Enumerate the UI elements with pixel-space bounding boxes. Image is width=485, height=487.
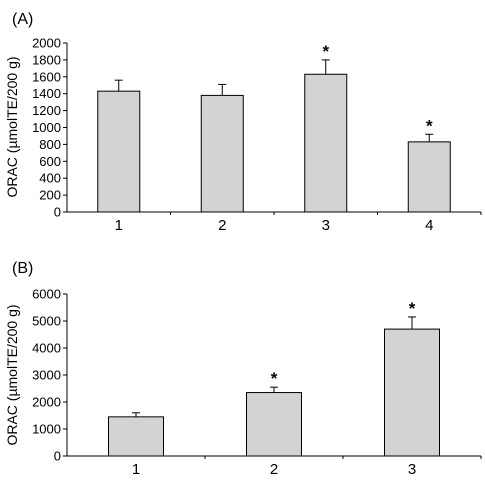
- bar-2: [246, 392, 302, 457]
- panel-a-significance-markers: **: [322, 42, 433, 135]
- panel-a: (A) ORAC (µmolTE/200 g) 0 200 400 600 800 100…: [4, 11, 482, 234]
- significance-marker-2: *: [271, 369, 278, 388]
- y-tick-label: 200: [39, 188, 61, 203]
- y-tick-label: 1000: [32, 422, 61, 437]
- significance-marker-3: *: [322, 42, 329, 61]
- significance-marker-3: *: [409, 299, 416, 318]
- x-tick-label-3: 3: [322, 217, 330, 234]
- panel-b-label: (B): [12, 260, 33, 277]
- y-tick-label: 1600: [32, 69, 61, 84]
- panel-b-significance-markers: **: [271, 299, 416, 388]
- bar-3: [304, 73, 348, 213]
- bar-3: [384, 328, 440, 457]
- x-tick-label-2: 2: [270, 461, 278, 478]
- y-tick-label: 600: [39, 154, 61, 169]
- panel-a-label: (A): [12, 11, 33, 28]
- y-tick-label: 1000: [32, 120, 61, 135]
- bar-2: [200, 94, 244, 213]
- y-tick-label: 800: [39, 137, 61, 152]
- y-tick-label: 400: [39, 171, 61, 186]
- panel-b-y-axis-label: ORAC (µmolTE/200 g): [4, 304, 20, 445]
- panel-a-y-axis-label: ORAC (µmolTE/200 g): [4, 56, 20, 197]
- y-tick-label: 1400: [32, 86, 61, 101]
- panel-a-x-ticks: 1 2 3 4: [115, 217, 434, 234]
- y-tick-label: 2000: [32, 395, 61, 410]
- x-tick-label-1: 1: [115, 217, 123, 234]
- panel-a-error-bars: [114, 59, 434, 142]
- x-tick-label-1: 1: [132, 461, 140, 478]
- significance-marker-4: *: [426, 116, 433, 135]
- y-tick-label: 1200: [32, 103, 61, 118]
- y-tick-label: 0: [54, 205, 61, 220]
- bar-1: [97, 90, 141, 213]
- bar-1: [108, 416, 164, 457]
- x-tick-label-3: 3: [408, 461, 416, 478]
- panel-b-error-bars: [132, 316, 416, 417]
- y-tick-label: 3000: [32, 368, 61, 383]
- y-tick-label: 6000: [32, 287, 61, 302]
- panel-b: (B) ORAC (µmolTE/200 g) 0 1000 2000 3000 400…: [4, 260, 482, 478]
- y-tick-label: 2000: [32, 36, 61, 51]
- y-tick-label: 0: [54, 449, 61, 464]
- panel-a-bars: [97, 73, 451, 213]
- y-tick-label: 4000: [32, 341, 61, 356]
- x-tick-label-4: 4: [425, 217, 433, 234]
- x-tick-label-2: 2: [218, 217, 226, 234]
- panel-b-y-ticks: 0 1000 2000 3000 4000 5000 6000: [32, 287, 67, 464]
- bar-4: [407, 141, 451, 213]
- panel-b-x-ticks: 1 2 3: [132, 461, 416, 478]
- y-tick-label: 1800: [32, 52, 61, 67]
- panel-b-bars: [108, 328, 440, 457]
- y-tick-label: 5000: [32, 314, 61, 329]
